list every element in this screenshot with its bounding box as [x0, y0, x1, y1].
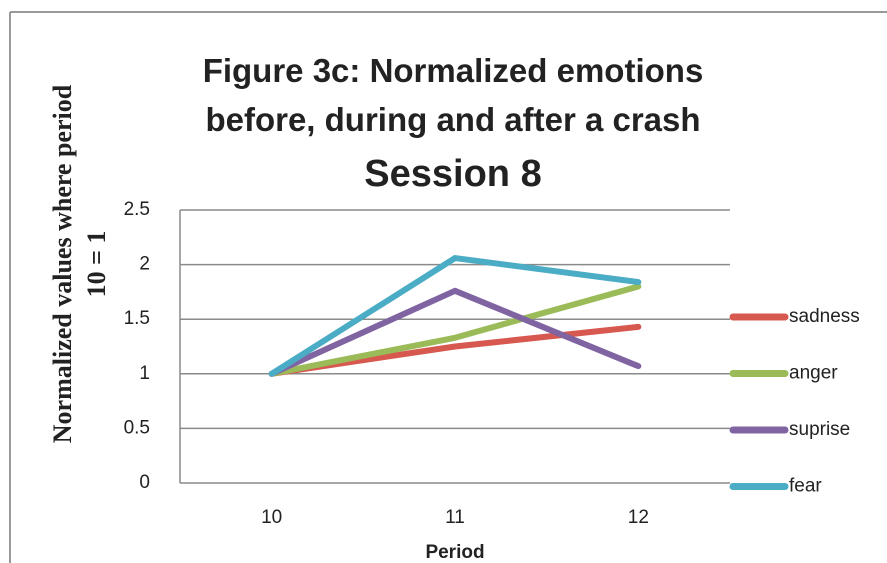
series-line: [268, 287, 642, 377]
chart-title: Figure 3c: Normalized emotions before, d…: [202, 52, 704, 138]
x-tick-label: 12: [628, 507, 649, 528]
y-tick-label: 0: [139, 472, 150, 493]
x-axis-label: Period: [425, 542, 485, 563]
chart-subtitle: Session 8: [364, 153, 542, 195]
legend-label: anger: [789, 363, 838, 384]
legend-label: fear: [789, 476, 822, 497]
legend-label: sadness: [789, 306, 860, 327]
x-tick-label: 10: [261, 507, 282, 528]
series-line: [268, 255, 642, 377]
y-tick-label: 2.5: [124, 199, 150, 220]
series-line: [268, 283, 642, 377]
y-tick-label: 1.5: [124, 308, 150, 329]
y-axis-label: Normalized values where period 10 = 1: [48, 84, 111, 444]
legend-label: suprise: [789, 419, 850, 440]
y-tick-label: 2: [139, 254, 150, 275]
y-tick-label: 1: [139, 363, 150, 384]
y-tick-label: 0.5: [124, 417, 150, 438]
x-tick-label: 11: [445, 507, 465, 528]
